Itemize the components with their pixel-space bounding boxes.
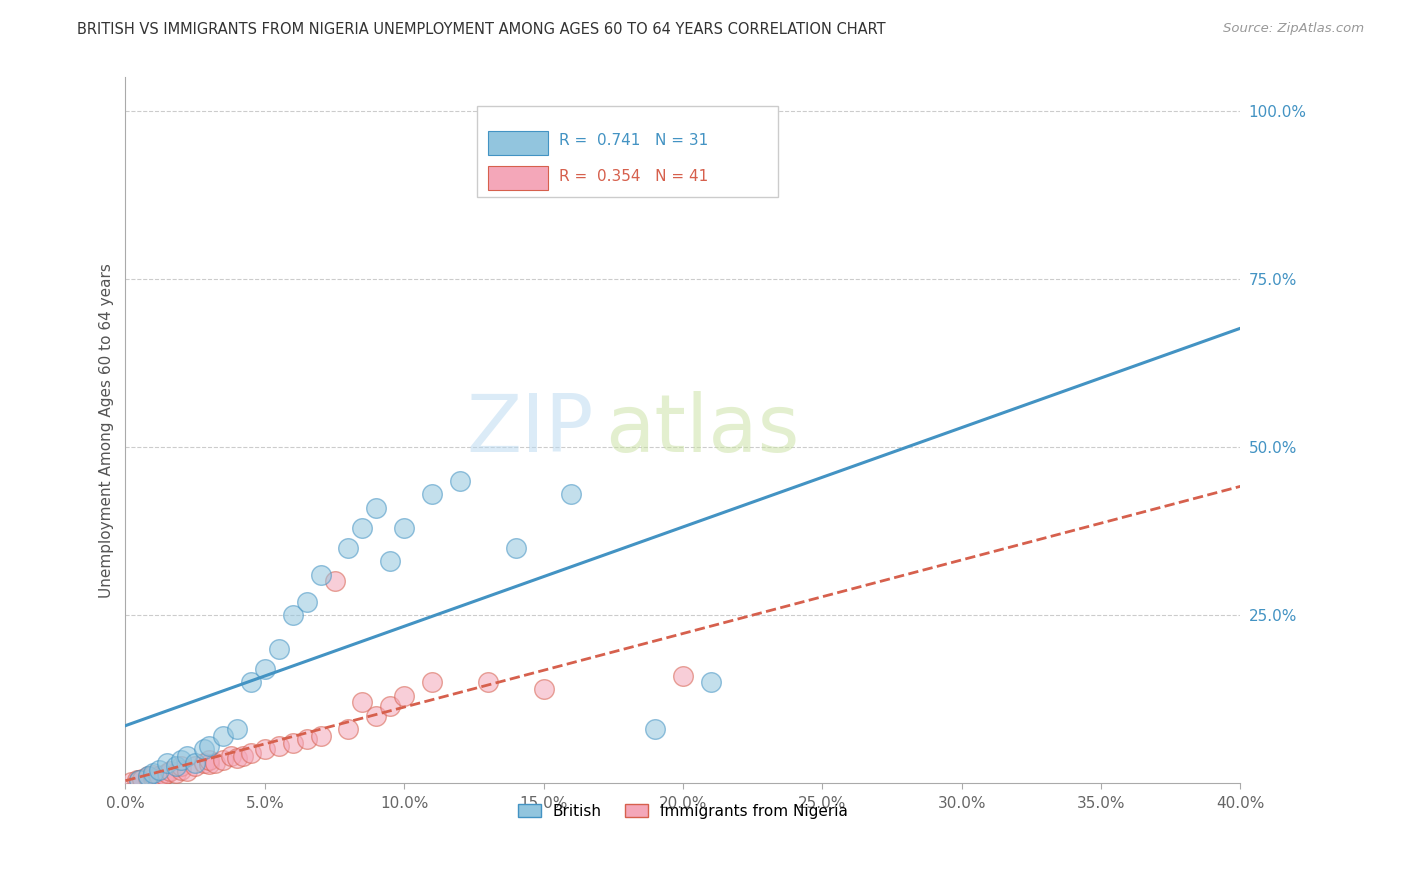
Point xyxy=(120,774,142,789)
Point xyxy=(239,675,262,690)
Point xyxy=(449,474,471,488)
Point xyxy=(159,764,181,778)
Point xyxy=(125,773,148,788)
Point xyxy=(221,749,243,764)
Point xyxy=(226,723,249,737)
Point xyxy=(281,736,304,750)
Point xyxy=(136,769,159,783)
Point xyxy=(281,608,304,623)
Point xyxy=(212,729,235,743)
Point xyxy=(226,750,249,764)
Text: atlas: atlas xyxy=(605,392,799,469)
Text: ZIP: ZIP xyxy=(467,392,593,469)
Point xyxy=(672,668,695,682)
Point xyxy=(323,574,346,589)
Text: BRITISH VS IMMIGRANTS FROM NIGERIA UNEMPLOYMENT AMONG AGES 60 TO 64 YEARS CORREL: BRITISH VS IMMIGRANTS FROM NIGERIA UNEMP… xyxy=(77,22,886,37)
Point xyxy=(204,756,226,770)
Point xyxy=(309,567,332,582)
Point xyxy=(309,729,332,743)
Point xyxy=(477,675,499,690)
Point xyxy=(165,766,187,780)
Point xyxy=(136,771,159,785)
Point xyxy=(267,641,290,656)
Point xyxy=(193,742,215,756)
Point xyxy=(128,772,150,787)
Point xyxy=(148,769,170,783)
Point xyxy=(131,772,153,786)
Point xyxy=(267,739,290,753)
Point xyxy=(420,675,443,690)
Point xyxy=(170,763,193,777)
Point xyxy=(153,768,176,782)
FancyBboxPatch shape xyxy=(488,131,548,155)
Point xyxy=(253,742,276,756)
Point xyxy=(700,675,723,690)
Point xyxy=(392,521,415,535)
Text: R =  0.741   N = 31: R = 0.741 N = 31 xyxy=(560,134,709,148)
Point xyxy=(170,759,193,773)
Point xyxy=(142,771,165,785)
FancyBboxPatch shape xyxy=(488,166,548,190)
Point xyxy=(366,500,388,515)
Point xyxy=(198,757,221,772)
Point xyxy=(295,594,318,608)
Text: R =  0.354   N = 41: R = 0.354 N = 41 xyxy=(560,169,709,184)
Point xyxy=(337,541,360,555)
Point xyxy=(380,554,402,568)
Point xyxy=(156,756,179,770)
Point xyxy=(533,681,555,696)
Point xyxy=(420,487,443,501)
Point xyxy=(253,662,276,676)
Point xyxy=(198,739,221,753)
Point xyxy=(170,752,193,766)
Point xyxy=(184,756,207,770)
Point xyxy=(165,759,187,773)
Point xyxy=(176,764,198,778)
Point xyxy=(560,487,582,501)
Point xyxy=(644,723,666,737)
Point xyxy=(156,766,179,780)
Point xyxy=(142,768,165,782)
Point xyxy=(212,752,235,766)
Point xyxy=(505,541,527,555)
Point xyxy=(176,749,198,764)
Point xyxy=(352,521,374,535)
Point xyxy=(295,732,318,747)
Point xyxy=(193,756,215,770)
Point xyxy=(380,698,402,713)
Y-axis label: Unemployment Among Ages 60 to 64 years: Unemployment Among Ages 60 to 64 years xyxy=(100,263,114,598)
Point xyxy=(184,759,207,773)
Point xyxy=(392,689,415,703)
Point xyxy=(128,772,150,787)
Point xyxy=(231,749,253,764)
FancyBboxPatch shape xyxy=(477,105,778,197)
Point xyxy=(366,709,388,723)
Text: Source: ZipAtlas.com: Source: ZipAtlas.com xyxy=(1223,22,1364,36)
Point xyxy=(148,763,170,777)
Point xyxy=(337,723,360,737)
Point xyxy=(239,746,262,760)
Legend: British, Immigrants from Nigeria: British, Immigrants from Nigeria xyxy=(512,797,853,825)
Point xyxy=(352,695,374,709)
Point xyxy=(198,752,221,766)
Point xyxy=(142,766,165,780)
Point xyxy=(136,769,159,783)
